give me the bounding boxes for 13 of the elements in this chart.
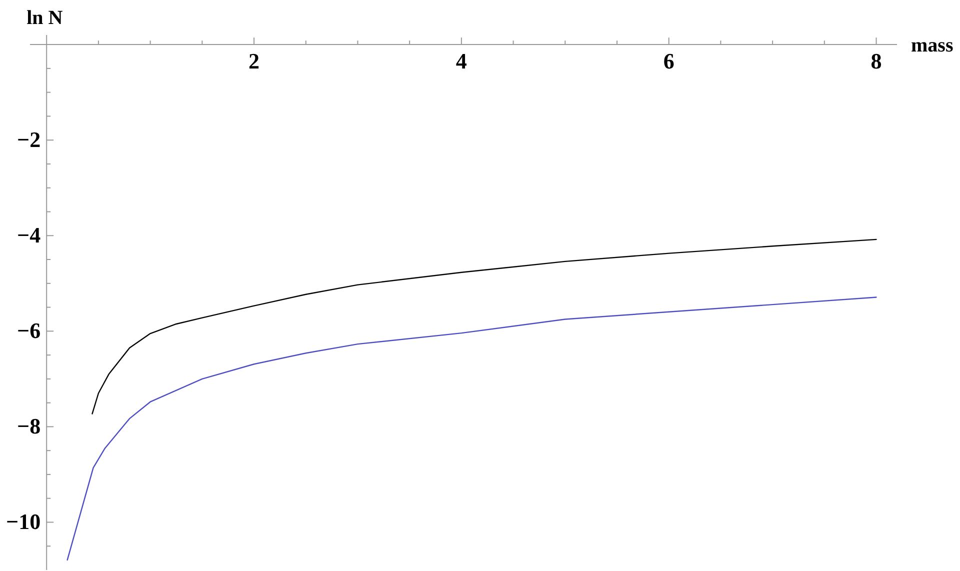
x-tick-label: 4 — [456, 48, 467, 74]
x-tick-label: 2 — [248, 48, 260, 74]
x-axis-title: mass — [911, 34, 954, 57]
x-tick-label: 8 — [870, 48, 882, 74]
x-tick-label: 6 — [663, 48, 674, 74]
y-tick-label: −8 — [17, 414, 41, 439]
y-tick-label: −10 — [6, 509, 41, 534]
y-tick-label: −2 — [17, 127, 41, 152]
y-tick-label: −4 — [17, 222, 41, 248]
line-series — [66, 296, 877, 561]
line-series — [92, 238, 877, 414]
y-tick-label: −6 — [17, 318, 41, 344]
y-axis-title: ln N — [26, 7, 64, 29]
